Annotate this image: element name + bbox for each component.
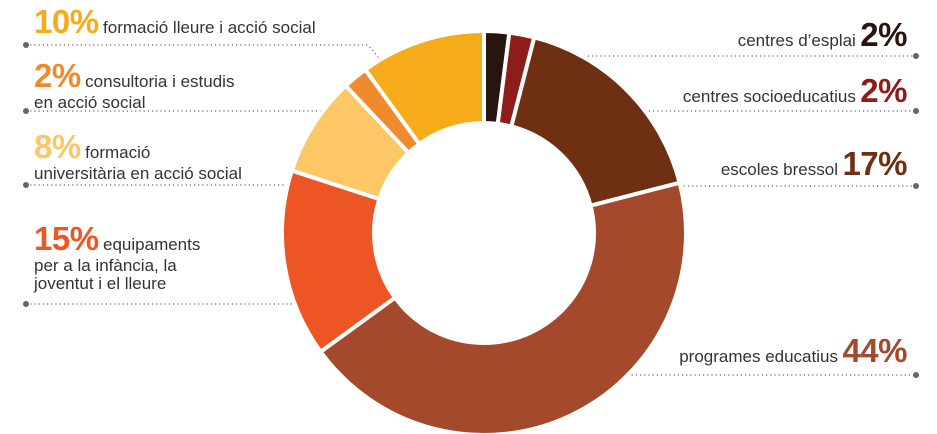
leader-dot-esplai [913,53,919,59]
text-formacio-universitaria-line2: universitària en acció social [34,163,242,183]
leader-dot-formacio-lleure [23,42,29,48]
text-escoles-bressol: escoles bressol [720,160,838,179]
leader-dot-formacio-universitaria [23,182,29,188]
text-consultoria-line1: consultoria i estudis [85,72,235,91]
donut-slices [280,29,688,434]
text-centres-esplai: centres d’esplai [737,31,856,50]
label-formacio-universitaria: 8% formació universitària en acció socia… [34,128,242,183]
leader-dot-escoles-bressol [913,183,919,189]
label-formacio-lleure: 10% formació lleure i acció social [34,3,316,40]
text-programes-educatius: programes educatius [679,347,838,366]
leader-dot-consultoria [23,108,29,114]
leader-dot-programes-educatius [913,372,919,378]
text-equipaments-line3: joventut i el lleure [34,274,167,294]
label-centres-esplai: centres d’esplai 2% [737,16,908,53]
label-equipaments: 15% equipaments per a la infància, la jo… [34,220,201,294]
percent-escoles-bressol: 17% [842,145,907,182]
text-formacio-universitaria-line1: formació [85,143,151,162]
text-equipaments-line1: equipaments [103,235,201,254]
label-consultoria: 2% consultoria i estudis en acció social [34,57,235,112]
slice-escoles-bressol [509,35,682,208]
percent-centres-socioeducatius: 2% [860,72,907,109]
text-formacio-lleure: formació lleure i acció social [103,18,316,37]
text-centres-socioeducatius: centres socioeducatius [682,87,856,106]
percent-formacio-lleure: 10% [34,3,99,40]
leader-dot-equipaments [23,301,29,307]
label-centres-socioeducatius: centres socioeducatius 2% [682,72,908,109]
leader-line-formacio-lleure [26,44,411,96]
text-consultoria-line2: en acció social [34,92,146,112]
label-programes-educatius: programes educatius 44% [679,332,907,369]
percent-consultoria: 2% [34,57,81,94]
percent-programes-educatius: 44% [842,332,907,369]
percent-centres-esplai: 2% [860,16,907,53]
slice-equipaments [280,168,398,354]
text-equipaments-line2: per a la infància, la [34,255,177,275]
percent-equipaments: 15% [34,220,99,257]
slice-programes-educatius [318,180,688,434]
leader-dot-socioeducatius [913,108,919,114]
percent-formacio-universitaria: 8% [34,128,81,165]
slice-formacio-lleure [363,29,486,147]
label-escoles-bressol: escoles bressol 17% [720,145,908,182]
